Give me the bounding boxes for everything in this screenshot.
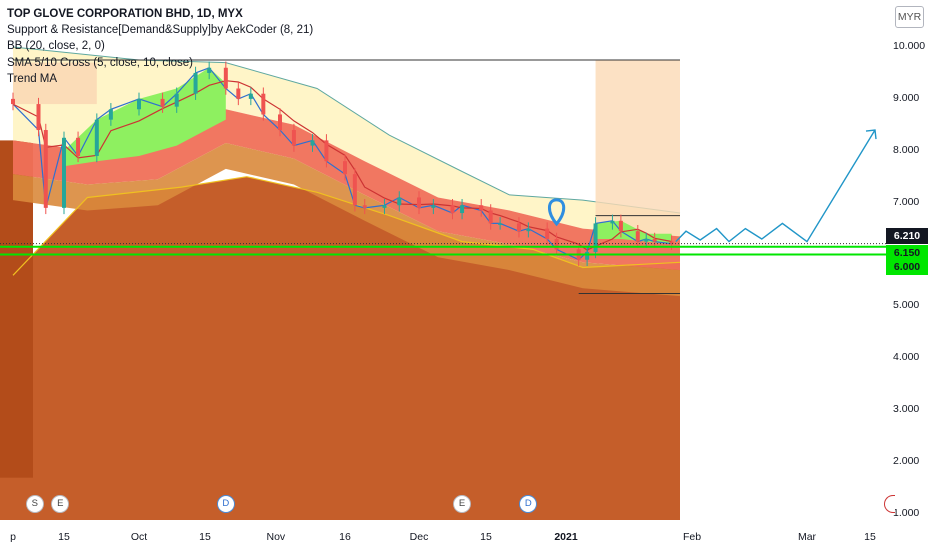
candle-body: [343, 161, 347, 175]
time-tick-label: p: [10, 531, 16, 543]
candle-body: [291, 130, 296, 146]
projection-arrowhead: [865, 129, 877, 140]
earnings-event-badge[interactable]: E: [453, 495, 472, 513]
candle-body: [43, 130, 48, 208]
time-tick-label: 16: [339, 531, 351, 543]
candle-body: [137, 98, 141, 110]
candle-body: [397, 197, 402, 206]
price-tick-label: 4.000: [893, 351, 920, 364]
time-tick-label: Dec: [409, 531, 429, 543]
candle-body: [516, 223, 521, 232]
split-event-badge[interactable]: S: [25, 495, 44, 513]
price-tick-label: 3.000: [893, 403, 920, 416]
candle-body: [644, 238, 649, 242]
candle-body: [554, 238, 559, 250]
time-tick-label: Mar: [797, 531, 817, 543]
time-tick-label: 15: [480, 531, 492, 543]
time-tick-label: 15: [199, 531, 211, 543]
candle-body: [479, 205, 484, 211]
candle-body: [174, 93, 179, 107]
trend-ma-band-lower: [13, 143, 680, 297]
price-tick-label: 7.000: [893, 195, 920, 208]
candle-body: [76, 137, 81, 156]
bullish-zone-2: [595, 220, 672, 245]
candle-body: [450, 205, 455, 214]
projection-path: [675, 129, 876, 243]
time-tick-label: 2021: [554, 531, 578, 543]
candle-body: [431, 205, 436, 208]
time-tick-label: Oct: [130, 531, 148, 543]
supply-zone-1: [13, 62, 97, 105]
price-tick-label: 1.000: [893, 507, 920, 519]
price-tick-label: 8.000: [893, 143, 920, 156]
price-tick-label: 5.000: [893, 299, 920, 312]
dividend-event-badge[interactable]: D: [519, 495, 538, 513]
candle-body: [36, 104, 41, 131]
candle-body: [108, 109, 113, 120]
candle-body: [526, 228, 531, 232]
candle-body: [635, 231, 640, 242]
candle-body: [248, 93, 253, 99]
price-tick-label: 10.000: [893, 40, 926, 52]
currency-button[interactable]: MYR: [895, 6, 924, 28]
candle-body: [278, 114, 282, 131]
candle-body: [62, 137, 66, 208]
bollinger-upper-line: [12, 46, 681, 214]
support-price-label-2: 6.000: [886, 258, 928, 275]
candle-body: [669, 241, 674, 244]
trend-ma-band: [13, 109, 680, 271]
candle-body: [585, 251, 590, 260]
candle-body: [498, 223, 503, 225]
candle-body: [417, 197, 421, 208]
candle-body: [160, 98, 165, 107]
candle-body: [545, 228, 550, 239]
candle-body: [352, 174, 357, 206]
price-tick-label: 2.000: [893, 455, 920, 468]
time-tick-label: 15: [58, 531, 70, 543]
candle-body: [324, 140, 329, 162]
time-tick-label: Nov: [266, 531, 286, 543]
last-price-label: 6.210: [886, 227, 928, 244]
candle-body: [94, 119, 99, 156]
candle-body: [223, 67, 228, 89]
sma-slow-line: [12, 80, 672, 251]
candle-body: [618, 220, 623, 232]
time-tick-label: 15: [864, 531, 876, 543]
supply-zone-2: [595, 59, 680, 239]
candle-body: [11, 98, 15, 105]
candle-body: [261, 93, 266, 115]
candle-body: [193, 72, 198, 94]
candle-body: [362, 205, 367, 208]
candle-body: [310, 140, 315, 146]
candle-body: [207, 67, 212, 73]
candle-body: [460, 205, 465, 214]
map-pin-icon: [547, 198, 566, 227]
candle-body: [593, 223, 598, 252]
candle-body: [382, 205, 387, 208]
candle-body: [488, 210, 493, 224]
candle-body: [652, 238, 657, 242]
time-tick-label: Feb: [682, 531, 702, 543]
candle-body: [236, 88, 241, 99]
candle-body: [610, 220, 615, 224]
price-tick-label: 9.000: [893, 91, 920, 104]
earnings-event-badge[interactable]: E: [51, 495, 70, 513]
dividend-event-badge[interactable]: D: [216, 495, 235, 513]
upcoming-event-badge[interactable]: [884, 495, 895, 513]
support-price-label-1: 6.150: [886, 244, 928, 261]
